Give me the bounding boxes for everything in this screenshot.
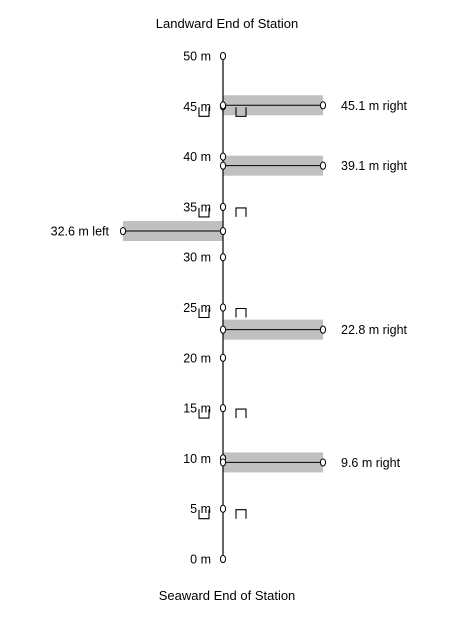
tick-marker — [219, 51, 227, 61]
quadrat-bracket-down-icon — [235, 107, 247, 117]
tick-marker — [219, 404, 227, 413]
tick-marker — [219, 253, 227, 262]
transect-end-marker — [319, 458, 327, 467]
tick-label: 25 m — [183, 301, 211, 315]
transect-start-marker — [219, 101, 227, 110]
quadrat-bracket-up-icon — [235, 408, 247, 419]
quadrat-bracket-down-icon — [198, 308, 210, 319]
tick-label: 45 m — [183, 100, 211, 114]
station-marks: 50 m 45 m 40 m 35 m 30 m 25 m 20 m 15 m 10 m 5 m 0… — [51, 50, 408, 567]
quadrat-bracket-down-icon — [198, 107, 210, 117]
seaward-title: Seaward End of Station — [159, 588, 296, 603]
quadrat-bracket-down-icon — [198, 207, 210, 218]
tick-label: 20 m — [183, 351, 211, 365]
tick-label: 0 m — [190, 553, 211, 567]
transect-start-marker — [219, 161, 227, 170]
tick-marker — [219, 303, 227, 312]
tick-label: 30 m — [183, 251, 211, 265]
quadrat-bracket-up-icon — [235, 307, 247, 318]
transect-end-marker — [319, 325, 327, 334]
quadrat-bracket-up-icon — [235, 207, 247, 217]
transect-label: 39.1 m right — [341, 159, 408, 173]
tick-label: 5 m — [190, 502, 211, 516]
transect-start-marker — [219, 458, 227, 467]
transect-label: 22.8 m right — [341, 323, 408, 337]
transect-start-marker — [219, 226, 227, 236]
quadrat-bracket-down-icon — [198, 509, 210, 520]
transect-end-marker — [319, 101, 327, 110]
transect-label: 32.6 m left — [51, 225, 110, 239]
tick-label: 35 m — [183, 200, 211, 214]
tick-marker — [219, 152, 227, 161]
landward-title: Landward End of Station — [156, 16, 298, 31]
quadrat-bracket-up-icon — [235, 509, 247, 519]
transect-label: 9.6 m right — [341, 456, 401, 470]
transect-label: 45.1 m right — [341, 99, 408, 113]
tick-label: 15 m — [183, 402, 211, 416]
tick-label: 50 m — [183, 50, 211, 64]
tick-marker — [219, 504, 227, 513]
tick-marker — [219, 353, 227, 362]
quadrat-bracket-down-icon — [198, 409, 210, 419]
transect-start-marker — [219, 325, 227, 334]
transect-end-marker — [319, 161, 327, 170]
tick-marker — [219, 554, 227, 564]
tick-label: 10 m — [183, 452, 211, 466]
tick-label: 40 m — [183, 150, 211, 164]
tick-marker — [219, 202, 227, 211]
transect-end-marker — [119, 226, 127, 236]
